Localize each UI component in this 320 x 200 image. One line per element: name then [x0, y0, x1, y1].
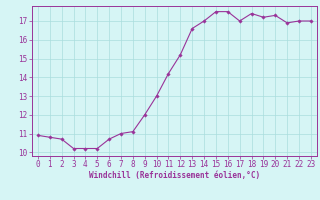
X-axis label: Windchill (Refroidissement éolien,°C): Windchill (Refroidissement éolien,°C): [89, 171, 260, 180]
